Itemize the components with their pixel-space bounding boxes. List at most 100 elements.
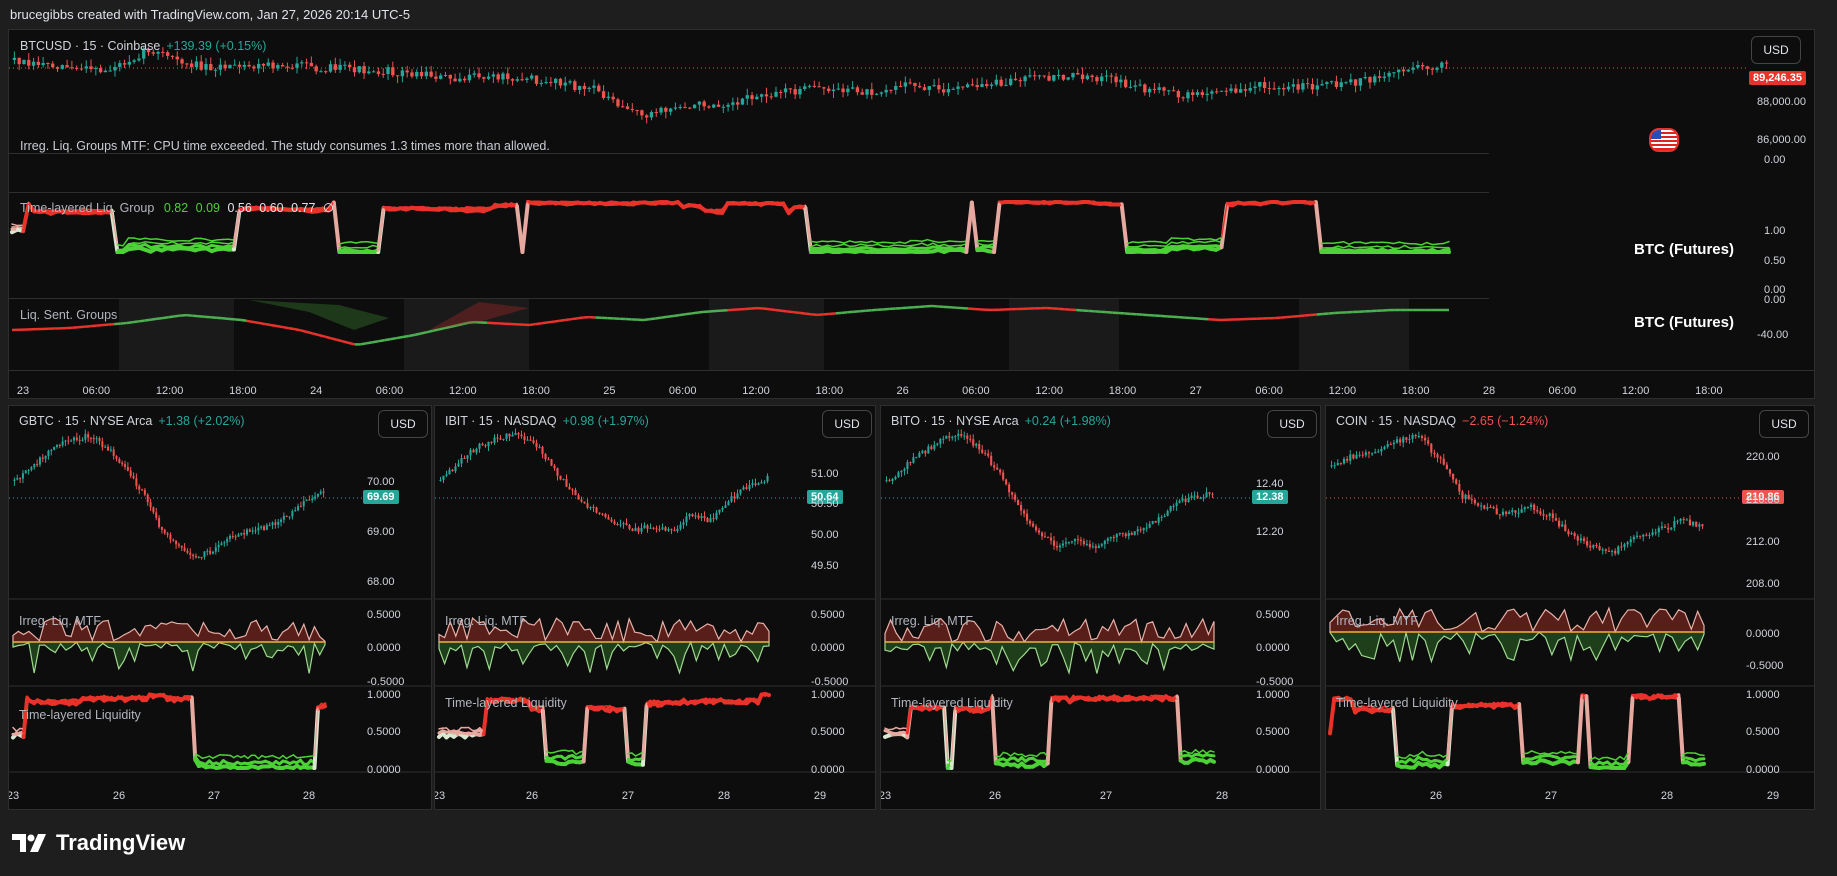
btc-candle: [994, 79, 999, 85]
btc-candle: [965, 84, 970, 88]
sub-tl-segment: [1358, 707, 1365, 711]
main-symbol-legend[interactable]: BTCUSD · 15 · Coinbase +139.39 (+0.15%): [20, 39, 266, 53]
sub-price-candle: [888, 480, 891, 482]
sub-currency-button[interactable]: USD: [822, 410, 872, 438]
sub-currency-button[interactable]: USD: [378, 410, 428, 438]
main-currency-button[interactable]: USD: [1751, 36, 1801, 64]
btc-tl-segment: [1392, 241, 1400, 245]
tradingview-logo[interactable]: TradingView: [12, 830, 185, 856]
btc-tl-segment: [377, 206, 385, 245]
sub-price-candle: [1523, 507, 1526, 510]
sub-chart-canvas[interactable]: [9, 406, 432, 810]
sub-price-candle: [1545, 515, 1548, 517]
main-chart-canvas[interactable]: [9, 30, 1815, 399]
sub-price-candle: [1414, 435, 1417, 437]
sub-tl-segment: [1350, 697, 1356, 708]
liq-sent-line: [823, 312, 830, 316]
btc-candle: [127, 61, 132, 65]
sub-price-candle: [1380, 448, 1383, 452]
sub-price-candle: [673, 530, 676, 532]
sub-price-candle: [1085, 543, 1088, 545]
sub-price-candle: [243, 532, 246, 535]
btc-candle: [448, 74, 452, 79]
sub-symbol-legend[interactable]: COIN · 15 · NASDAQ −2.65 (−1.24%): [1336, 414, 1548, 428]
sub-tl-segment: [445, 727, 451, 732]
sub-price-candle: [1142, 528, 1145, 531]
liq-sent-line: [342, 340, 350, 345]
sub-tl-segment: [1619, 755, 1625, 761]
btc-candle: [788, 88, 793, 90]
sub-chart-panel-2[interactable]: BITO · 15 · NYSE Arca +0.24 (+1.98%) USD 12…: [880, 405, 1321, 810]
btc-candle: [381, 73, 385, 75]
sub-chart-panel-1[interactable]: IBIT · 15 · NASDAQ +0.98 (+1.97%) USD 50.64…: [434, 405, 876, 810]
btc-candle: [41, 62, 45, 66]
sub-symbol-info: COIN · 15 · NASDAQ: [1336, 414, 1457, 428]
sub-price-candle: [291, 511, 294, 517]
btc-candle: [1037, 75, 1042, 77]
btc-candle: [204, 64, 208, 70]
liq-sent-line: [655, 316, 662, 320]
us-flag-icon[interactable]: [1649, 128, 1679, 152]
sub-price-candle: [978, 443, 981, 450]
liq-sent-line: [312, 332, 319, 337]
sub-price-candle: [95, 438, 98, 440]
tl-tick: 1.00: [1764, 225, 1786, 237]
btc-tl-segment: [1376, 245, 1384, 248]
btc-tl-segment: [77, 209, 85, 213]
sub-symbol-legend[interactable]: IBIT · 15 · NASDAQ +0.98 (+1.97%): [445, 414, 649, 428]
btc-tl-segment: [488, 202, 496, 211]
sub-price-candle: [514, 433, 517, 435]
sub-symbol-legend[interactable]: GBTC · 15 · NYSE Arca +1.38 (+2.02%): [19, 414, 245, 428]
sub-price-candle: [319, 491, 322, 494]
main-time-tick: 23: [16, 385, 30, 397]
sub-price-candle: [1055, 545, 1059, 548]
sub-currency-button[interactable]: USD: [1267, 410, 1317, 438]
sub-price-candle: [1489, 507, 1492, 509]
btc-candle: [587, 87, 591, 90]
btc-candle: [1167, 90, 1171, 92]
btc-tl-segment: [682, 203, 690, 208]
btc-tl-segment: [122, 237, 130, 247]
pane-separator[interactable]: [9, 153, 1489, 154]
sub-chart-canvas[interactable]: [881, 406, 1321, 810]
btc-candle: [165, 52, 170, 56]
btc-candle: [530, 75, 534, 79]
btc-candle: [252, 66, 256, 69]
btc-candle: [89, 66, 93, 69]
btc-candle: [1353, 79, 1358, 86]
main-symbol-info: BTCUSD · 15 · Coinbase: [20, 39, 161, 53]
main-chart-panel[interactable]: BTCUSD · 15 · Coinbase +139.39 (+0.15%) U…: [8, 29, 1815, 399]
sub-chart-canvas[interactable]: [1326, 406, 1815, 810]
btc-candle: [592, 85, 596, 88]
liq-sent-line: [673, 313, 680, 318]
sub-time-tick: 27: [621, 790, 635, 802]
sub-chart-canvas[interactable]: [435, 406, 876, 810]
main-change: +139.39 (+0.15%): [166, 39, 267, 53]
sub-currency-button[interactable]: USD: [1759, 410, 1809, 438]
btc-candle: [137, 58, 141, 61]
btc-candle: [113, 66, 117, 71]
sub-price-candle: [1184, 498, 1187, 502]
btc-tl-segment: [316, 206, 324, 211]
btc-tl-segment: [299, 206, 307, 210]
sub-tl-segment: [1636, 693, 1642, 700]
sub-price-candle: [966, 435, 969, 439]
btc-candle: [769, 96, 773, 98]
time-layered-legend[interactable]: Time-layered Liq. Group 0.82 0.09 0.56 0…: [20, 200, 334, 215]
btc-tl-segment: [61, 209, 69, 212]
liq-sent-line: [558, 318, 566, 323]
sub-chart-panel-3[interactable]: COIN · 15 · NASDAQ −2.65 (−1.24%) USD 210.8…: [1325, 405, 1815, 810]
sub-price-candle: [912, 457, 915, 463]
btc-tl-segment: [149, 241, 158, 244]
btc-candle: [434, 76, 438, 79]
sub-price-tick: 51.00: [811, 468, 839, 480]
pane-separator[interactable]: [9, 298, 1489, 299]
main-time-tick: 06:00: [962, 385, 990, 397]
liq-sent-line: [276, 324, 283, 329]
pane-separator[interactable]: [9, 192, 1489, 193]
liq-sent-line: [787, 310, 794, 314]
sub-price-candle: [1187, 497, 1190, 502]
sub-chart-panel-0[interactable]: GBTC · 15 · NYSE Arca +1.38 (+2.02%) USD 69…: [8, 405, 432, 810]
liq-sent-line: [300, 329, 307, 334]
sub-symbol-legend[interactable]: BITO · 15 · NYSE Arca +0.24 (+1.98%): [891, 414, 1111, 428]
